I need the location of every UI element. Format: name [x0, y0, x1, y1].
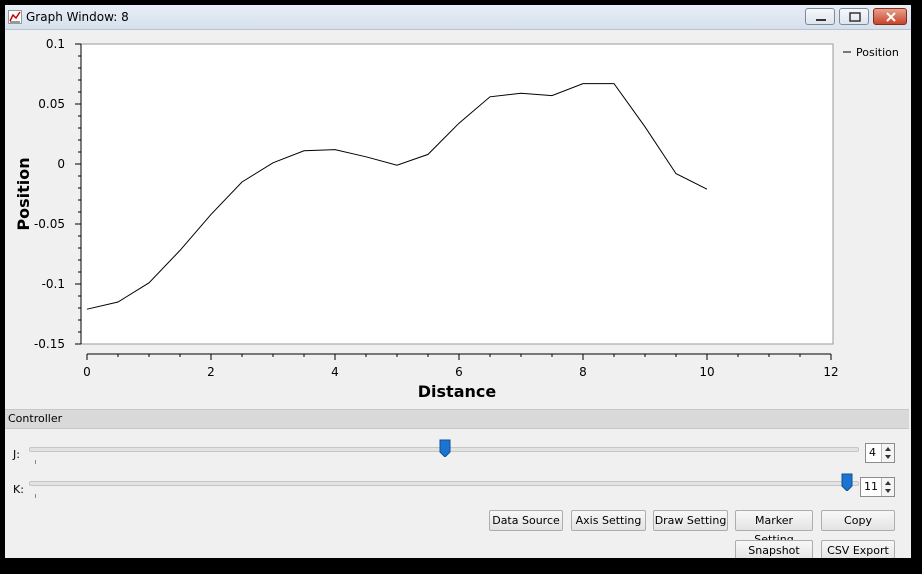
close-button[interactable]: [873, 8, 907, 25]
app-icon: [8, 9, 22, 24]
copy-button[interactable]: Copy: [821, 510, 895, 531]
x-axis-title: Distance: [418, 382, 497, 401]
maximize-icon: [849, 12, 861, 22]
slider-j-thumb[interactable]: [439, 439, 451, 457]
x-tick-label: 12: [823, 365, 838, 379]
slider-j-tick: [35, 460, 36, 464]
x-tick-label: 6: [455, 365, 463, 379]
marker-setting-button[interactable]: Marker Setting: [735, 510, 813, 546]
x-tick-label: 10: [699, 365, 714, 379]
minimize-button[interactable]: [805, 8, 835, 25]
controller-label: Controller: [8, 412, 63, 425]
slider-k-thumb[interactable]: [841, 473, 853, 491]
y-tick-label: -0.05: [34, 217, 65, 231]
maximize-button[interactable]: [839, 8, 869, 25]
minimize-icon: [816, 19, 826, 21]
y-axis-title: Position: [14, 157, 33, 230]
series-line-position: [86, 83, 708, 310]
slider-j-label: J:: [13, 448, 20, 461]
y-tick-label: 0.05: [38, 97, 65, 111]
x-tick-label: 0: [83, 365, 91, 379]
graph-window: Graph Window: 8 0.1 0.05 0 -0.05 -0.1 -0.15 0 2…: [5, 5, 911, 558]
slider-k-label: K:: [13, 483, 24, 496]
csv-export-button[interactable]: CSV Export: [821, 540, 895, 558]
y-tick-label: -0.15: [34, 337, 65, 351]
slider-j-value: 4: [869, 446, 876, 459]
legend-entry-position: Position: [856, 46, 899, 59]
spin-arrows-icon[interactable]: [881, 444, 894, 462]
slider-k-spinbox[interactable]: 11: [860, 477, 895, 497]
data-source-button[interactable]: Data Source: [489, 510, 563, 531]
y-tick-label: 0: [57, 157, 65, 171]
plot-area: 0.1 0.05 0 -0.05 -0.1 -0.15 0 2 4 6 8 10 12 Distance…: [5, 30, 911, 410]
close-icon: [886, 12, 896, 22]
x-tick-label: 4: [331, 365, 339, 379]
x-tick-label: 2: [207, 365, 215, 379]
window-title: Graph Window: 8: [26, 10, 129, 24]
legend: Position: [843, 46, 899, 59]
controller-header: Controller: [5, 409, 909, 429]
plot-frame: [80, 43, 834, 345]
snapshot-button[interactable]: Snapshot: [735, 540, 813, 558]
slider-k-track[interactable]: [29, 481, 859, 486]
x-tick-label: 8: [579, 365, 587, 379]
axis-setting-button[interactable]: Axis Setting: [571, 510, 646, 531]
y-tick-label: -0.1: [42, 277, 65, 291]
line-chart: 0.1 0.05 0 -0.05 -0.1 -0.15 0 2 4 6 8 10 12 Distance…: [14, 37, 899, 401]
slider-k-value: 11: [864, 480, 878, 493]
title-bar[interactable]: Graph Window: 8: [5, 5, 911, 30]
spin-arrows-icon[interactable]: [881, 478, 894, 496]
draw-setting-button[interactable]: Draw Setting: [653, 510, 728, 531]
slider-j-spinbox[interactable]: 4: [865, 443, 895, 463]
slider-k-tick: [35, 494, 36, 498]
y-tick-label: 0.1: [46, 37, 65, 51]
